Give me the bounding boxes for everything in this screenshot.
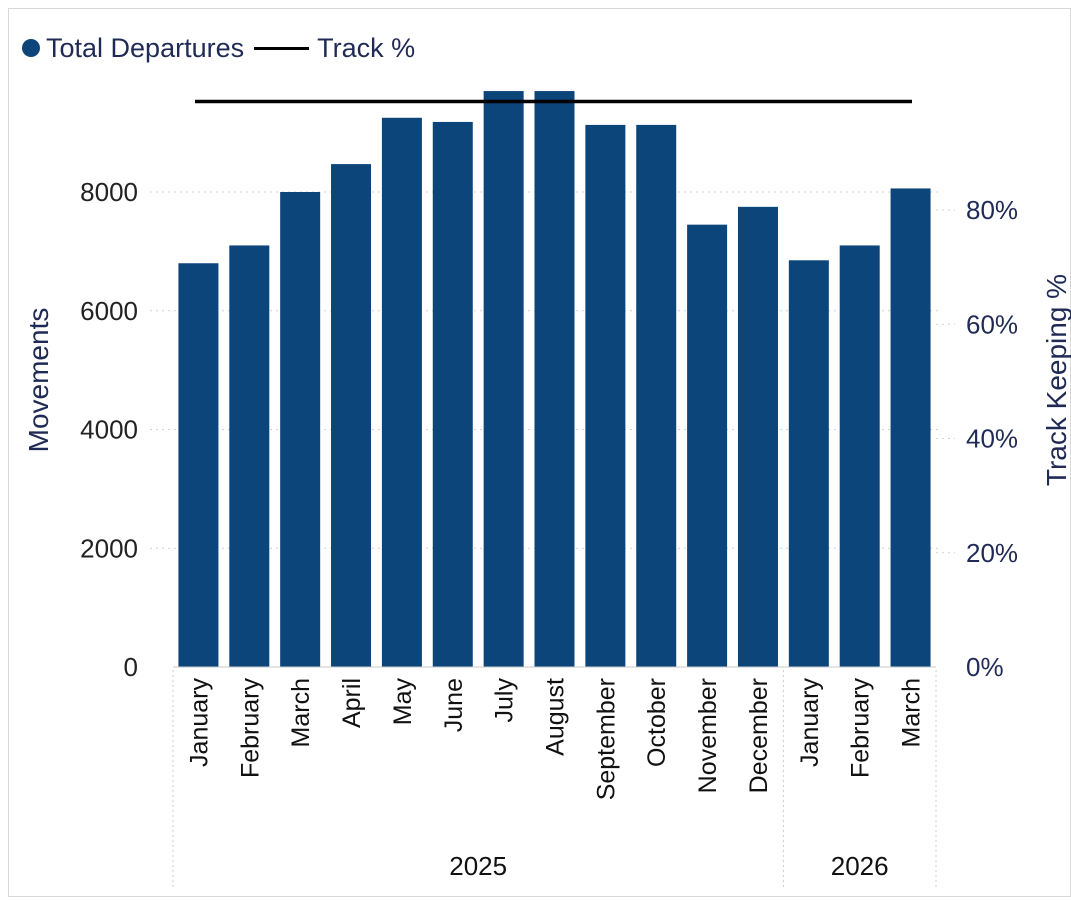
bar: [839, 245, 880, 667]
x-tick-label: April: [338, 678, 366, 728]
x-tick-label: February: [847, 678, 875, 779]
y-tick-label: 0: [124, 652, 138, 682]
bar: [737, 206, 778, 667]
x-tick-label: October: [643, 678, 671, 767]
bar: [788, 260, 829, 667]
y2-tick-label: 40%: [966, 424, 1018, 454]
legend: Total Departures Track %: [22, 30, 415, 66]
bar: [890, 188, 931, 667]
y-tick-label: 2000: [80, 533, 138, 563]
legend-label-track: Track %: [317, 32, 416, 63]
x-group-label: 2026: [831, 851, 889, 881]
legend-line-marker: [254, 46, 310, 50]
x-tick-label: February: [236, 678, 264, 779]
legend-label-departures: Total Departures: [46, 32, 245, 63]
x-tick-label: March: [898, 678, 926, 747]
x-tick-label: June: [440, 678, 468, 732]
x-tick-label: July: [491, 678, 519, 723]
x-tick-label: January: [185, 678, 213, 767]
x-tick-label: January: [796, 678, 824, 767]
y2-tick-label: 20%: [966, 538, 1018, 568]
legend-bar-marker: [22, 39, 40, 57]
x-group-label: 2025: [449, 851, 507, 881]
x-tick-label: May: [389, 678, 417, 726]
y-tick-label: 4000: [80, 415, 138, 445]
y2-tick-label: 80%: [966, 195, 1018, 225]
y2-axis-title: Track Keeping %: [1041, 274, 1071, 486]
bar: [432, 121, 473, 667]
y-axis-title: Movements: [23, 308, 54, 453]
bar: [483, 91, 524, 667]
x-tick-label: November: [694, 678, 722, 793]
x-tick-label: September: [592, 678, 620, 800]
bar: [280, 192, 321, 667]
bar: [178, 263, 219, 667]
bar: [687, 224, 728, 667]
bar: [534, 91, 575, 667]
bar: [331, 164, 372, 667]
x-tick-label: December: [745, 678, 773, 793]
x-tick-label: March: [287, 678, 315, 747]
y2-tick-label: 60%: [966, 309, 1018, 339]
x-tick-label: August: [542, 678, 570, 756]
bar: [636, 124, 677, 667]
bar: [381, 117, 422, 667]
y-tick-label: 8000: [80, 177, 138, 207]
y2-tick-label: 0%: [966, 652, 1004, 682]
y-tick-label: 6000: [80, 296, 138, 326]
bar: [229, 245, 270, 667]
bar: [585, 124, 626, 667]
